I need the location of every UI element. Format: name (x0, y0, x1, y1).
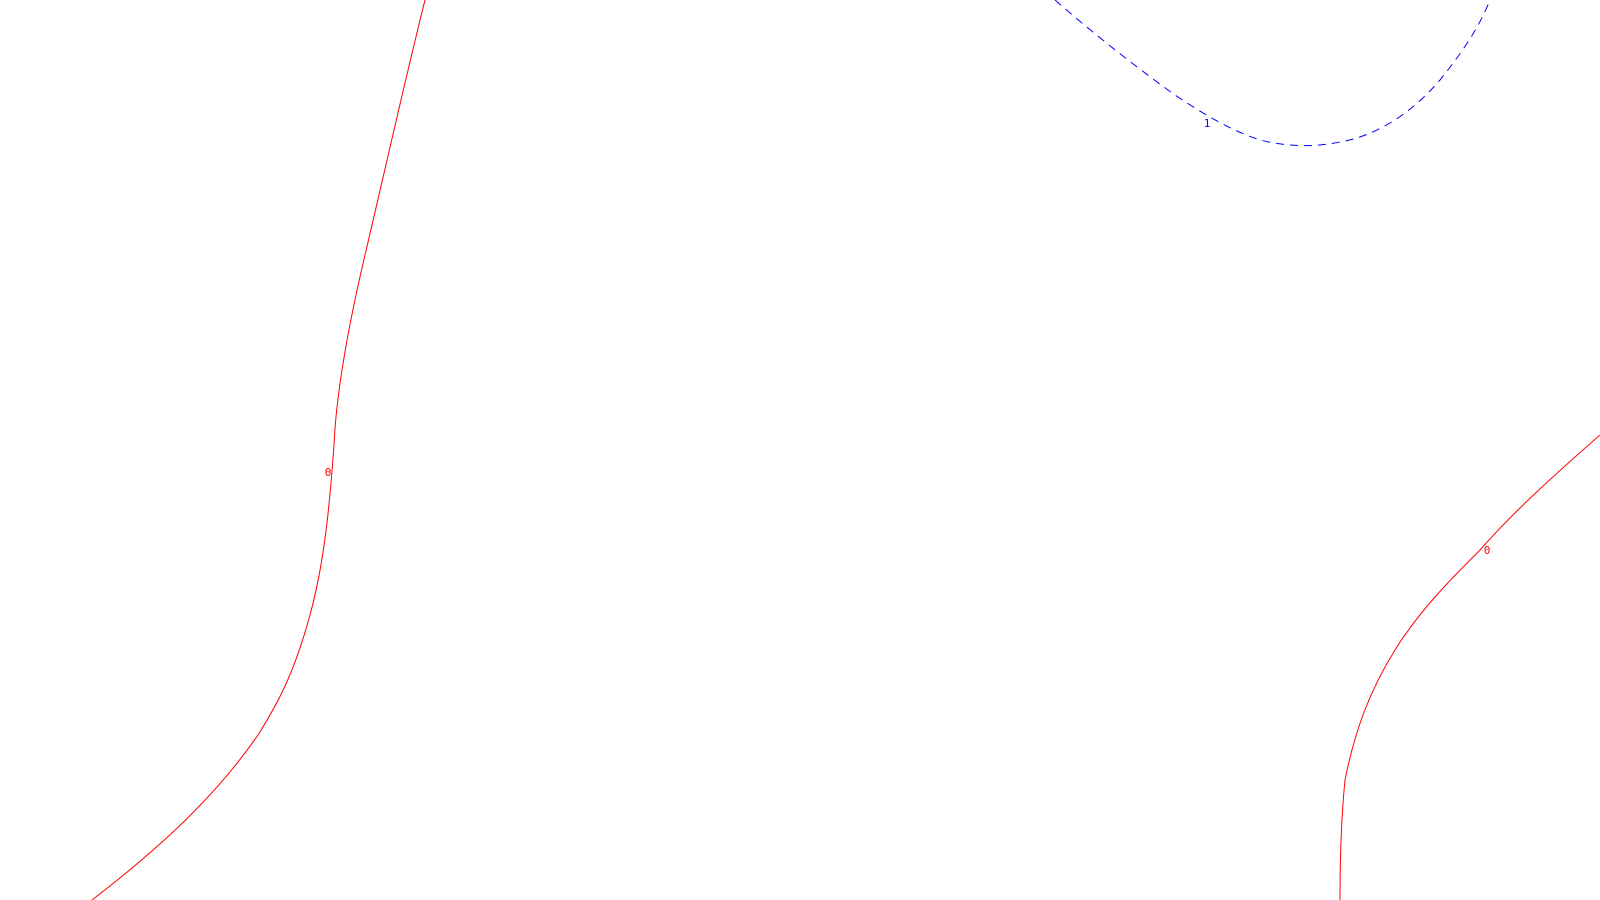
contour-label-left: 0 (325, 466, 332, 479)
contour-line-left (91, 0, 426, 900)
contour-line-bottom-right (1339, 434, 1600, 900)
contour-line-top-right (1054, 0, 1491, 147)
contour-label-bottom-right: 0 (1484, 544, 1491, 557)
contour-label-top-right: 1 (1204, 117, 1211, 130)
